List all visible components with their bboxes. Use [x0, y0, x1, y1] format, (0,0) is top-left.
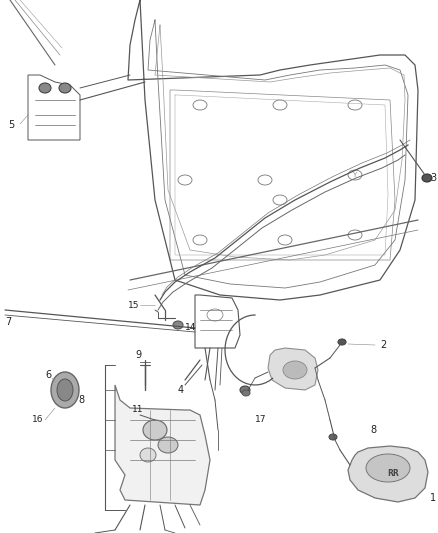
Ellipse shape [338, 339, 346, 345]
Ellipse shape [422, 174, 432, 182]
Text: 17: 17 [255, 416, 266, 424]
Text: Y: Y [352, 172, 356, 178]
Ellipse shape [39, 83, 51, 93]
Text: 3: 3 [430, 173, 436, 183]
Ellipse shape [242, 390, 250, 396]
Ellipse shape [240, 386, 250, 394]
Text: 2: 2 [380, 340, 386, 350]
Text: 9: 9 [135, 350, 141, 360]
Text: 5: 5 [8, 120, 14, 130]
Ellipse shape [57, 379, 73, 401]
Polygon shape [268, 348, 318, 390]
Text: 8: 8 [78, 395, 84, 405]
Polygon shape [115, 385, 210, 505]
Ellipse shape [283, 361, 307, 379]
Ellipse shape [173, 321, 183, 329]
Text: 8: 8 [370, 425, 376, 435]
Ellipse shape [366, 454, 410, 482]
Polygon shape [348, 446, 428, 502]
Text: 15: 15 [128, 301, 139, 310]
Ellipse shape [329, 434, 337, 440]
Ellipse shape [140, 448, 156, 462]
Ellipse shape [143, 420, 167, 440]
Text: 6: 6 [45, 370, 51, 380]
Text: 11: 11 [132, 406, 144, 415]
Text: 1: 1 [430, 493, 436, 503]
Text: 14: 14 [185, 324, 196, 333]
Text: 16: 16 [32, 416, 43, 424]
Text: 7: 7 [5, 317, 11, 327]
Ellipse shape [59, 83, 71, 93]
Ellipse shape [51, 372, 79, 408]
Text: 4: 4 [178, 385, 184, 395]
Ellipse shape [158, 437, 178, 453]
Text: RR: RR [387, 470, 399, 479]
